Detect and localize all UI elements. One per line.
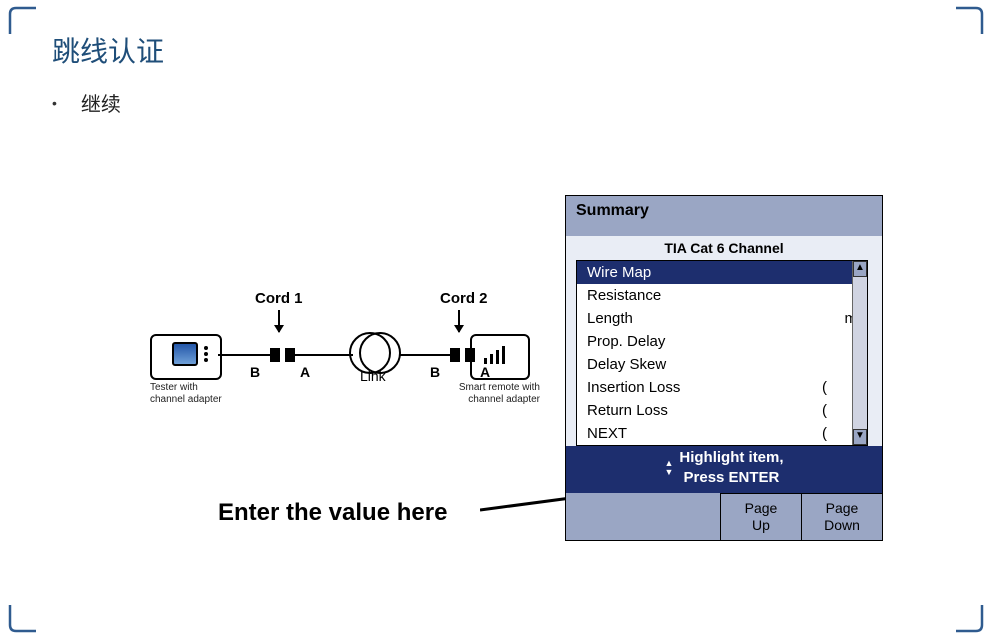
connector-b-label: B bbox=[250, 364, 260, 380]
corner-bracket-tl bbox=[6, 4, 40, 38]
connector-a-label: A bbox=[480, 364, 490, 380]
result-row[interactable]: NEXT( ) bbox=[577, 422, 867, 445]
bullet-dot-icon: • bbox=[52, 96, 57, 110]
cord1-label: Cord 1 bbox=[255, 290, 303, 307]
corner-bracket-tr bbox=[952, 4, 986, 38]
page-down-button[interactable]: Page Down bbox=[801, 493, 882, 540]
scroll-down-button[interactable] bbox=[853, 429, 867, 445]
enter-value-callout: Enter the value here bbox=[218, 499, 447, 527]
scrollbar[interactable] bbox=[852, 261, 867, 445]
cable-diagram: Cord 1 Cord 2 B A B A Link Tester with c… bbox=[150, 320, 530, 450]
arrow-down-icon bbox=[278, 310, 280, 332]
result-label: Resistance bbox=[587, 287, 661, 304]
result-row[interactable]: Return Loss( ) bbox=[577, 399, 867, 422]
result-row[interactable]: Prop. Delay bbox=[577, 330, 867, 353]
result-label: Insertion Loss bbox=[587, 379, 680, 396]
channel-label: TIA Cat 6 Channel bbox=[566, 236, 882, 260]
connector-b-label: B bbox=[430, 364, 440, 380]
result-label: Return Loss bbox=[587, 402, 668, 419]
result-row[interactable]: Insertion Loss( ) bbox=[577, 376, 867, 399]
corner-bracket-bl bbox=[6, 601, 40, 635]
bullet-item: • 继续 bbox=[52, 88, 121, 117]
corner-bracket-br bbox=[952, 601, 986, 635]
result-label: Prop. Delay bbox=[587, 333, 665, 350]
result-label: NEXT bbox=[587, 425, 627, 442]
result-label: Wire Map bbox=[587, 264, 651, 281]
link-label: Link bbox=[360, 368, 386, 384]
hint-bar: ▲▼ Highlight item,Press ENTER bbox=[566, 446, 882, 493]
page-up-button[interactable]: Page Up bbox=[720, 493, 801, 540]
tester-caption: Tester with channel adapter bbox=[150, 382, 240, 406]
arrow-down-icon bbox=[458, 310, 460, 332]
slide-title: 跳线认证 bbox=[52, 30, 164, 70]
scroll-up-button[interactable] bbox=[853, 261, 867, 277]
results-list: Wire Map Resistance Lengthm Prop. Delay Dela… bbox=[576, 260, 868, 446]
bullet-text: 继续 bbox=[81, 88, 121, 117]
result-row[interactable]: Wire Map bbox=[577, 261, 867, 284]
result-label: Length bbox=[587, 310, 633, 327]
connector-a-label: A bbox=[300, 364, 310, 380]
result-row[interactable]: Lengthm bbox=[577, 307, 867, 330]
result-label: Delay Skew bbox=[587, 356, 666, 373]
tester-device-icon bbox=[150, 334, 222, 380]
summary-panel: Summary TIA Cat 6 Channel Wire Map Resist… bbox=[565, 195, 883, 541]
updown-arrows-icon: ▲▼ bbox=[664, 459, 673, 475]
summary-heading: Summary bbox=[566, 196, 882, 236]
result-row[interactable]: Resistance bbox=[577, 284, 867, 307]
cord2-label: Cord 2 bbox=[440, 290, 488, 307]
remote-caption: Smart remote with channel adapter bbox=[440, 382, 540, 406]
hint-text: Highlight item,Press ENTER bbox=[679, 448, 783, 487]
remote-device-icon bbox=[470, 334, 530, 380]
result-row[interactable]: Delay Skew bbox=[577, 353, 867, 376]
